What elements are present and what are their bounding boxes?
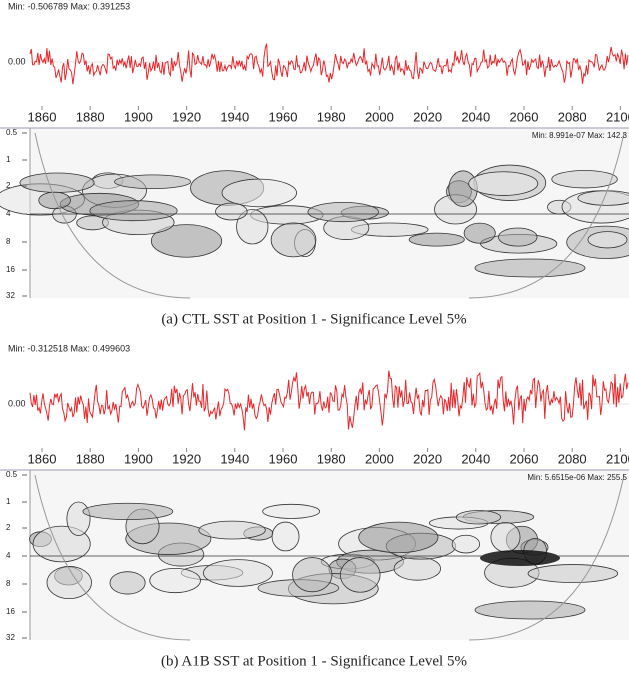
power-region bbox=[109, 571, 146, 595]
power-region bbox=[474, 258, 586, 278]
power-region bbox=[38, 191, 71, 210]
power-region bbox=[393, 556, 442, 581]
cone-of-influence bbox=[468, 474, 625, 641]
power-region bbox=[551, 170, 618, 189]
power-region bbox=[46, 566, 92, 600]
power-region bbox=[498, 227, 538, 247]
power-region bbox=[307, 202, 379, 223]
year-label: 1960 bbox=[269, 109, 298, 124]
period-label: 4 bbox=[6, 209, 11, 218]
panel: Min: -0.312518 Max: 0.499603 0.00 1860 1880… bbox=[0, 343, 629, 669]
year-label: 1960 bbox=[269, 451, 298, 466]
power-region bbox=[270, 222, 317, 258]
cone-of-influence bbox=[34, 474, 191, 641]
power-region bbox=[271, 521, 300, 552]
period-label: 0.5 bbox=[6, 128, 18, 137]
series-line bbox=[29, 370, 629, 431]
power-region bbox=[490, 522, 521, 553]
power-region bbox=[19, 172, 95, 193]
year-label: 1860 bbox=[28, 109, 57, 124]
year-label: 2020 bbox=[413, 451, 442, 466]
power-region bbox=[339, 557, 381, 593]
caption: (b) A1B SST at Position 1 - Significance… bbox=[161, 653, 467, 669]
period-label: 1 bbox=[6, 155, 11, 164]
power-region bbox=[203, 559, 273, 587]
year-label: 1920 bbox=[172, 451, 201, 466]
panel: Min: -0.506789 Max: 0.391253 0.00 1860 1880… bbox=[0, 1, 629, 327]
year-label: 2020 bbox=[413, 109, 442, 124]
power-region bbox=[587, 231, 628, 249]
period-label: 16 bbox=[6, 265, 15, 274]
year-label: 1860 bbox=[28, 451, 57, 466]
power-region bbox=[292, 557, 333, 593]
year-label: 1940 bbox=[220, 109, 249, 124]
period-label: 2 bbox=[6, 181, 11, 190]
period-label: 16 bbox=[6, 607, 15, 616]
year-label: 1940 bbox=[220, 451, 249, 466]
power-region bbox=[262, 503, 321, 519]
year-label: 2040 bbox=[461, 109, 490, 124]
period-label: 8 bbox=[6, 237, 11, 246]
power-region bbox=[215, 202, 248, 221]
period-label: 8 bbox=[6, 579, 11, 588]
power-region bbox=[468, 171, 539, 196]
power-region bbox=[455, 510, 502, 525]
power-region bbox=[358, 521, 439, 554]
year-label: 1900 bbox=[124, 109, 153, 124]
year-label: 1900 bbox=[124, 451, 153, 466]
power-region bbox=[221, 178, 297, 208]
year-label: 1920 bbox=[172, 109, 201, 124]
caption: (a) CTL SST at Position 1 - Significance… bbox=[161, 311, 466, 327]
series-line bbox=[29, 43, 629, 85]
power-region bbox=[408, 232, 465, 247]
power-region bbox=[451, 534, 481, 554]
power-region bbox=[114, 174, 192, 190]
year-label: 1880 bbox=[76, 109, 105, 124]
power-region bbox=[149, 567, 201, 594]
period-label: 32 bbox=[6, 291, 15, 300]
power-region bbox=[527, 564, 619, 583]
year-label: 1980 bbox=[317, 109, 346, 124]
year-label: 2040 bbox=[461, 451, 490, 466]
power-region bbox=[89, 200, 178, 222]
year-label: 2000 bbox=[365, 109, 394, 124]
year-label: 1980 bbox=[317, 451, 346, 466]
zero-label: 0.00 bbox=[8, 398, 26, 408]
period-label: 1 bbox=[6, 497, 11, 506]
scalogram-header: Min: 5.6515e-06 Max: 255.5 bbox=[527, 473, 627, 482]
power-region bbox=[474, 600, 586, 620]
period-label: 4 bbox=[6, 551, 11, 560]
power-region bbox=[198, 520, 266, 540]
zero-label: 0.00 bbox=[8, 56, 26, 66]
series-header: Min: -0.312518 Max: 0.499603 bbox=[8, 343, 130, 353]
year-label: 2060 bbox=[510, 451, 539, 466]
period-label: 32 bbox=[6, 633, 15, 642]
power-region bbox=[150, 224, 223, 258]
scalogram-header: Min: 8.991e-07 Max: 142.3 bbox=[532, 131, 628, 140]
power-region bbox=[82, 502, 174, 521]
power-region bbox=[236, 209, 269, 245]
year-label: 1880 bbox=[76, 451, 105, 466]
year-label: 2080 bbox=[558, 109, 587, 124]
year-label: 2060 bbox=[510, 109, 539, 124]
period-label: 0.5 bbox=[6, 470, 18, 479]
cone-of-influence bbox=[468, 132, 625, 299]
year-label: 2000 bbox=[365, 451, 394, 466]
power-region bbox=[463, 222, 496, 244]
power-peak bbox=[480, 550, 560, 566]
year-label: 2080 bbox=[558, 451, 587, 466]
power-region bbox=[66, 501, 91, 536]
cone-of-influence bbox=[34, 132, 191, 299]
power-region bbox=[577, 190, 629, 206]
period-label: 2 bbox=[6, 523, 11, 532]
series-header: Min: -0.506789 Max: 0.391253 bbox=[8, 1, 130, 11]
